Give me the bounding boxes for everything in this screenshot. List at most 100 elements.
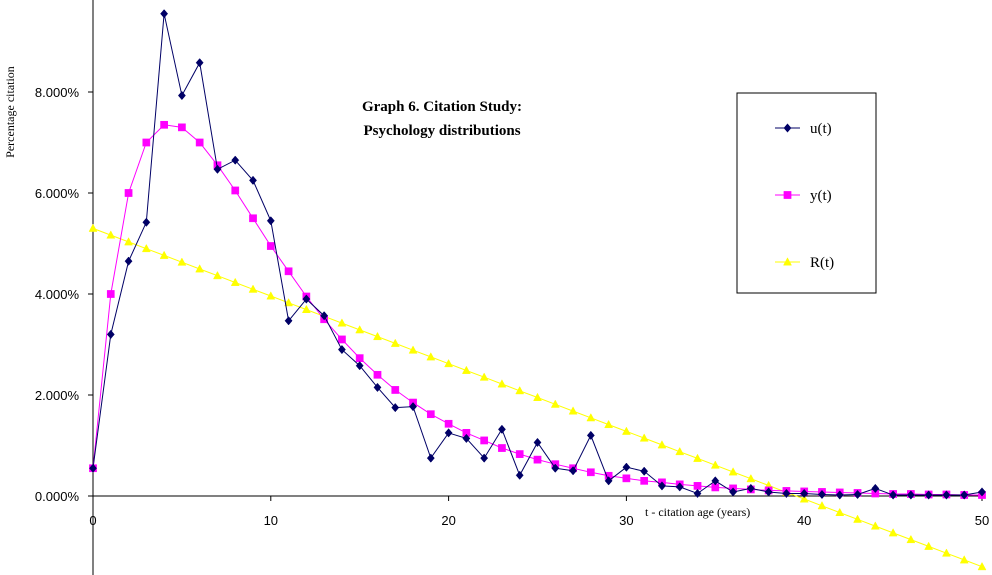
data-point-rt bbox=[942, 548, 951, 557]
data-point-ut bbox=[693, 488, 702, 499]
data-point-yt bbox=[373, 370, 382, 379]
data-point-ut bbox=[302, 294, 311, 304]
data-point-ut bbox=[711, 476, 720, 486]
data-point-rt bbox=[728, 467, 738, 476]
x-tick-label: 50 bbox=[975, 513, 989, 528]
data-point-rt bbox=[373, 331, 382, 341]
data-point-ut bbox=[622, 462, 631, 472]
data-point-yt bbox=[355, 354, 364, 362]
data-point-rt bbox=[461, 365, 471, 374]
data-point-ut bbox=[249, 175, 257, 185]
x-tick-label: 30 bbox=[619, 513, 633, 528]
data-point-ut bbox=[89, 463, 97, 473]
data-point-rt bbox=[284, 298, 293, 307]
data-point-ut bbox=[266, 216, 275, 226]
data-point-ut bbox=[480, 453, 489, 463]
y-tick-label: 8.000% bbox=[35, 85, 80, 100]
data-point-ut bbox=[320, 311, 329, 321]
x-tick-label: 20 bbox=[441, 513, 455, 528]
data-point-ut bbox=[924, 490, 933, 500]
data-point-yt bbox=[586, 468, 595, 477]
y-tick-label: 6.000% bbox=[35, 186, 80, 201]
data-point-rt bbox=[337, 318, 347, 327]
legend-swatch-marker-ut bbox=[783, 123, 792, 133]
data-point-yt bbox=[338, 335, 346, 344]
data-point-yt bbox=[231, 186, 240, 195]
data-point-rt bbox=[710, 460, 720, 469]
x-axis-title: t - citation age (years) bbox=[645, 505, 750, 519]
data-point-yt bbox=[480, 436, 489, 445]
y-tick-label: 4.000% bbox=[35, 287, 80, 302]
legend-label-ut: u(t) bbox=[810, 121, 832, 137]
data-point-ut bbox=[800, 488, 809, 499]
data-point-rt bbox=[533, 392, 542, 401]
data-point-rt bbox=[390, 338, 400, 347]
series-rt bbox=[88, 223, 987, 571]
data-point-ut bbox=[818, 489, 826, 500]
data-point-rt bbox=[959, 555, 969, 564]
legend-swatch-marker-yt bbox=[783, 191, 792, 199]
y-tick-label: 0.000% bbox=[35, 489, 80, 504]
data-point-rt bbox=[141, 243, 151, 253]
data-point-ut bbox=[835, 490, 844, 500]
data-point-rt bbox=[550, 399, 560, 408]
data-point-rt bbox=[693, 453, 702, 462]
data-point-ut bbox=[195, 58, 204, 68]
data-point-ut bbox=[142, 217, 151, 227]
data-point-rt bbox=[444, 358, 454, 368]
data-point-yt bbox=[693, 482, 702, 490]
data-point-ut bbox=[498, 424, 506, 434]
data-point-ut bbox=[533, 437, 542, 448]
data-point-rt bbox=[568, 406, 578, 415]
legend: u(t) y(t) R(t) bbox=[736, 92, 877, 294]
data-point-ut bbox=[675, 482, 684, 492]
chart-title-line1: Graph 6. Citation Study: bbox=[362, 99, 522, 115]
data-point-rt bbox=[870, 521, 880, 530]
legend-swatch-marker-rt bbox=[783, 257, 792, 266]
ticks: 0 10 20 30 40 50 0.000% 2.000% 4.000% 6.000% 8.000… bbox=[35, 85, 989, 528]
data-point-yt bbox=[515, 450, 524, 458]
data-point-ut bbox=[462, 433, 471, 444]
data-point-ut bbox=[551, 463, 560, 473]
data-point-ut bbox=[426, 453, 435, 463]
legend-label-yt: y(t) bbox=[810, 188, 832, 204]
x-tick-label: 10 bbox=[264, 513, 278, 528]
data-point-yt bbox=[622, 474, 631, 483]
chart-title-line2: Psychology distributions bbox=[363, 123, 520, 139]
data-point-yt bbox=[178, 123, 186, 132]
y-tick-label: 2.000% bbox=[35, 388, 80, 403]
data-point-rt bbox=[977, 561, 987, 571]
data-point-rt bbox=[159, 250, 169, 259]
data-point-yt bbox=[498, 444, 506, 452]
data-point-yt bbox=[640, 477, 649, 485]
data-point-yt bbox=[266, 242, 275, 250]
data-point-rt bbox=[195, 264, 205, 273]
data-point-ut bbox=[764, 487, 773, 497]
data-point-rt bbox=[515, 386, 525, 395]
data-point-yt bbox=[195, 138, 204, 147]
data-point-rt bbox=[657, 440, 667, 449]
data-point-rt bbox=[586, 413, 596, 422]
data-point-rt bbox=[177, 257, 187, 266]
data-point-ut bbox=[284, 316, 293, 326]
series-group bbox=[88, 9, 987, 571]
data-point-ut bbox=[871, 483, 880, 494]
data-point-rt bbox=[853, 514, 862, 523]
data-point-yt bbox=[426, 410, 435, 419]
data-point-rt bbox=[817, 501, 827, 510]
data-point-ut bbox=[853, 489, 862, 500]
data-point-rt bbox=[675, 446, 685, 456]
y-axis-title: Percentage citation bbox=[3, 66, 17, 158]
data-point-rt bbox=[906, 534, 916, 544]
data-point-rt bbox=[106, 230, 116, 239]
data-point-rt bbox=[604, 419, 614, 429]
data-point-yt bbox=[160, 120, 168, 129]
data-point-ut bbox=[160, 9, 169, 19]
data-point-rt bbox=[835, 507, 845, 517]
data-point-ut bbox=[355, 361, 364, 371]
data-point-ut bbox=[177, 90, 186, 101]
data-point-rt bbox=[888, 528, 898, 537]
data-point-ut bbox=[604, 476, 613, 486]
data-point-rt bbox=[124, 237, 133, 246]
